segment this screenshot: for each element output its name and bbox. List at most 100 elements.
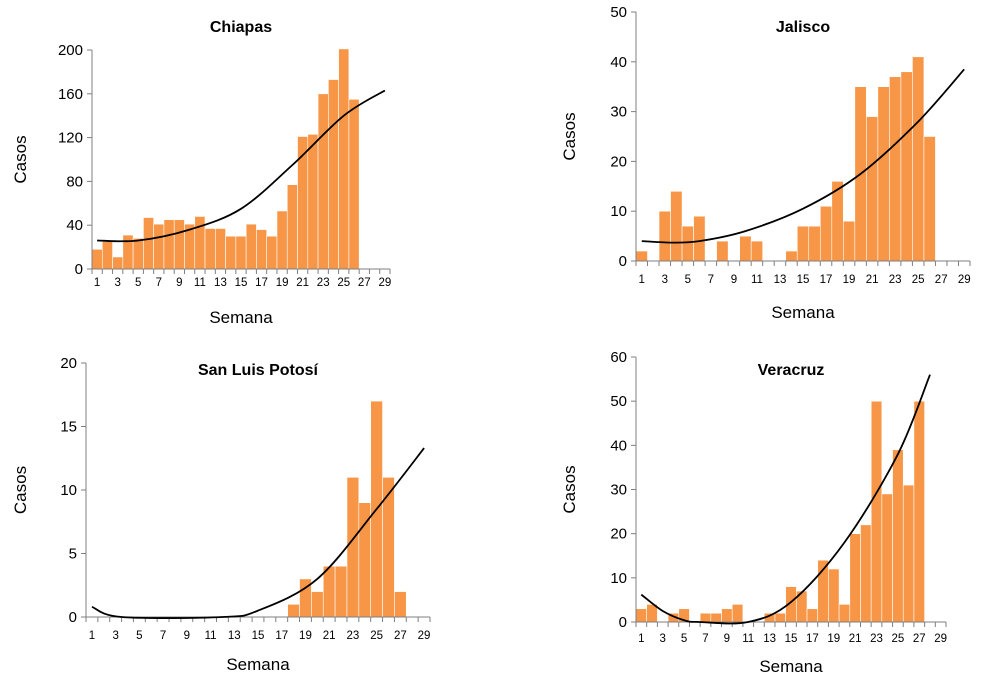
bar xyxy=(785,250,798,262)
x-tick-label: 15 xyxy=(235,277,248,289)
y-tick-label: 10 xyxy=(60,482,77,499)
bar xyxy=(900,71,913,262)
x-tick-label: 3 xyxy=(660,633,666,645)
x-tick-label: 27 xyxy=(913,633,926,645)
bars xyxy=(635,56,936,262)
y-tick-label: 60 xyxy=(610,349,627,366)
y-tick-label: 10 xyxy=(610,203,627,220)
x-tick-label: 21 xyxy=(296,277,309,289)
x-tick-label: 7 xyxy=(160,630,166,642)
x-tick-label: 11 xyxy=(742,633,754,645)
x-tick-label: 29 xyxy=(418,630,431,642)
bar xyxy=(877,86,890,262)
x-axis-label: Semana xyxy=(226,655,290,674)
x-tick-label: 17 xyxy=(806,633,819,645)
y-tick-label: 0 xyxy=(619,614,627,631)
y-tick-label: 80 xyxy=(66,173,83,190)
y-tick-label: 15 xyxy=(60,419,77,436)
chart-title: Jalisco xyxy=(776,19,830,36)
bar xyxy=(843,220,856,262)
x-tick-label: 19 xyxy=(843,274,856,286)
chart-title: Chiapas xyxy=(210,19,272,36)
y-tick-label: 50 xyxy=(610,393,627,410)
bar xyxy=(338,48,350,270)
bar xyxy=(750,240,763,262)
bar xyxy=(796,225,810,262)
x-tick-label: 1 xyxy=(89,630,95,642)
bar xyxy=(693,215,706,262)
x-tick-label: 29 xyxy=(378,277,391,289)
y-axis-label: Casos xyxy=(560,465,579,513)
x-tick-label: 29 xyxy=(934,633,947,645)
bar xyxy=(276,210,288,270)
y-tick-label: 40 xyxy=(66,217,83,234)
bar xyxy=(860,524,872,623)
bar xyxy=(311,591,324,618)
bar xyxy=(153,223,165,270)
y-tick-label: 50 xyxy=(610,4,627,21)
x-tick-label: 5 xyxy=(681,633,687,645)
bar xyxy=(215,228,226,270)
bar xyxy=(889,76,902,262)
y-tick-label: 0 xyxy=(619,253,627,270)
bar xyxy=(322,565,336,618)
bar xyxy=(658,210,671,262)
y-tick-label: 10 xyxy=(610,570,627,587)
bar xyxy=(204,228,216,270)
bar xyxy=(328,79,339,270)
x-tick-label: 1 xyxy=(639,274,645,286)
x-tick-label: 27 xyxy=(935,274,948,286)
x-tick-label: 15 xyxy=(252,630,265,642)
x-tick-label: 19 xyxy=(276,277,289,289)
x-tick-label: 17 xyxy=(255,277,268,289)
y-axis-label: Casos xyxy=(11,135,30,183)
bar xyxy=(635,250,648,262)
x-tick-label: 9 xyxy=(176,277,182,289)
x-tick-label: 13 xyxy=(214,277,227,289)
bar xyxy=(317,93,329,270)
x-tick-label: 25 xyxy=(892,633,905,645)
x-tick-label: 23 xyxy=(347,630,360,642)
x-tick-label: 23 xyxy=(889,274,902,286)
bar xyxy=(235,235,247,270)
bar xyxy=(870,400,883,623)
x-tick-label: 17 xyxy=(275,630,288,642)
bar xyxy=(348,98,360,270)
x-tick-label: 15 xyxy=(797,274,810,286)
x-tick-label: 13 xyxy=(228,630,241,642)
x-tick-label: 5 xyxy=(685,274,691,286)
bar xyxy=(225,235,237,270)
bar xyxy=(122,234,134,270)
bar xyxy=(866,116,879,262)
trend-line xyxy=(641,68,965,244)
bar xyxy=(912,56,925,262)
bar xyxy=(394,591,407,618)
x-tick-label: 29 xyxy=(958,274,971,286)
x-tick-label: 21 xyxy=(323,630,336,642)
x-tick-label: 25 xyxy=(337,277,350,289)
bar xyxy=(881,493,893,623)
y-tick-label: 40 xyxy=(610,54,627,71)
x-tick-label: 1 xyxy=(94,277,100,289)
x-tick-label: 7 xyxy=(708,274,714,286)
x-tick-label: 3 xyxy=(114,277,120,289)
y-tick-label: 20 xyxy=(610,153,627,170)
bar xyxy=(774,612,786,623)
bar xyxy=(112,256,124,270)
y-tick-label: 20 xyxy=(60,355,77,372)
bar xyxy=(266,235,278,270)
y-tick-label: 5 xyxy=(69,546,77,563)
x-tick-label: 15 xyxy=(785,633,798,645)
x-tick-label: 9 xyxy=(184,630,190,642)
x-tick-label: 5 xyxy=(136,630,142,642)
trend-line xyxy=(640,374,931,625)
x-axis-label: Semana xyxy=(771,303,835,322)
x-tick-label: 3 xyxy=(662,274,668,286)
y-tick-label: 20 xyxy=(610,526,627,543)
bar xyxy=(635,608,647,623)
bar xyxy=(831,181,844,262)
